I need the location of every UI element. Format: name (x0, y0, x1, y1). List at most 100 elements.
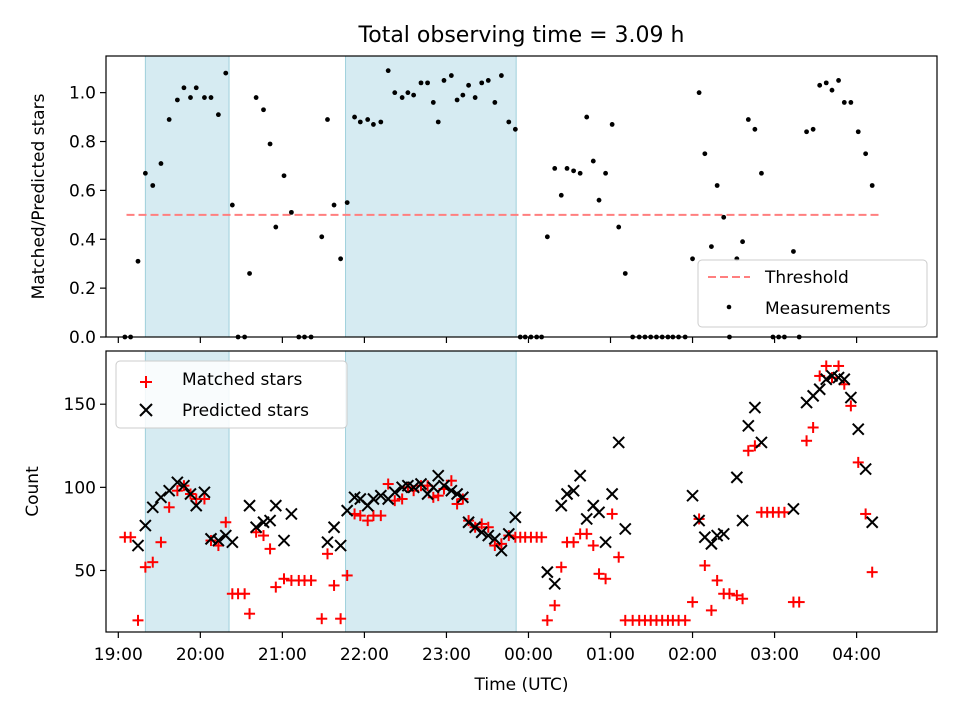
matched-stars-point-24 (278, 573, 290, 585)
matched-stars-point-35 (354, 510, 366, 522)
matched-stars-point-4 (139, 561, 151, 573)
predicted-stars-point-76 (787, 502, 800, 516)
predicted-stars-point-54 (555, 499, 568, 512)
measurements-point-6 (158, 161, 164, 166)
matched-stars-point-107 (807, 421, 819, 433)
predicted-stars-point-66 (692, 514, 706, 527)
measurements-point-33 (344, 200, 350, 206)
predicted-stars-point-65 (686, 489, 699, 502)
matched-stars-point-23 (270, 581, 282, 593)
measurements-point-89 (696, 90, 702, 96)
matched-stars-point-92 (711, 574, 723, 586)
measurements-point-107 (817, 82, 823, 88)
predicted-stars-point-83 (838, 373, 851, 386)
measurements-point-91 (709, 244, 714, 249)
matched-stars-point-57 (495, 538, 507, 550)
measurements-point-75 (609, 122, 615, 127)
matched-stars-point-69 (568, 536, 580, 548)
measurements-point-115 (869, 183, 875, 188)
matched-stars-point-65 (541, 614, 553, 626)
measurements-point-20 (253, 95, 259, 100)
matched-stars-point-114 (852, 456, 864, 468)
x-axis-label: Time (UTC) (474, 675, 569, 695)
measurements-point-111 (841, 100, 847, 105)
measurements-point-8 (174, 97, 180, 103)
predicted-stars-point-9 (190, 499, 203, 512)
matched-stars-point-55 (482, 521, 494, 533)
predicted-stars-point-86 (859, 462, 872, 476)
measurements-legend-label: Measurements (765, 299, 891, 319)
predicted-stars-point-12 (212, 534, 225, 547)
matched-stars-point-6 (155, 536, 167, 548)
ratio-legend-box (697, 259, 928, 328)
matched-stars-point-8 (171, 485, 183, 497)
predicted-stars-point-22 (321, 536, 334, 549)
measurements-point-113 (855, 129, 861, 135)
predicted-stars-point-21 (285, 507, 298, 521)
predicted-stars-point-40 (437, 479, 451, 492)
measurements-point-43 (411, 92, 417, 98)
measurements-point-19 (247, 271, 252, 276)
matched-stars-point-50 (451, 498, 463, 510)
matched-stars-point-18 (239, 588, 251, 600)
predicted-stars-point-60 (592, 506, 606, 519)
predicted-stars-point-51 (509, 511, 522, 524)
x-tick-label-7: 01:00 (586, 645, 635, 665)
matched-stars-point-76 (613, 551, 625, 563)
matched-stars-point-12 (198, 493, 210, 505)
measurements-point-40 (392, 90, 398, 96)
predicted-stars-point-7 (177, 479, 191, 492)
y-tick-label-1: 50 (74, 561, 96, 581)
observing-interval-1 (144, 55, 230, 338)
predicted-stars-point-11 (204, 532, 218, 546)
predicted-stars-point-10 (198, 486, 211, 499)
ratio-plot-frame (105, 55, 938, 338)
matched-legend-marker (140, 376, 152, 388)
predicted-stars-point-36 (414, 477, 428, 491)
predicted-stars-point-48 (488, 532, 502, 546)
predicted-stars-point-71 (730, 471, 744, 484)
measurements-point-103 (791, 249, 796, 254)
predicted-stars-point-84 (844, 391, 858, 404)
predicted-stars-point-38 (427, 481, 440, 494)
predicted-stars-point-85 (852, 422, 865, 436)
measurements-point-69 (571, 168, 576, 174)
matched-stars-point-3 (132, 614, 144, 626)
predicted-stars-point-19 (269, 499, 283, 512)
x-tick-label-10: 04:00 (832, 645, 881, 665)
measurements-point-58 (506, 119, 512, 125)
measurements-point-55 (485, 78, 491, 83)
matched-stars-point-7 (163, 501, 175, 513)
matched-stars-point-15 (220, 516, 232, 528)
measurements-point-68 (564, 166, 570, 171)
measurements-point-14 (215, 112, 221, 118)
matched-stars-point-2 (125, 531, 137, 543)
matched-stars-point-22 (264, 543, 276, 555)
predicted-stars-point-4 (154, 491, 168, 504)
measurements-point-108 (823, 80, 829, 86)
measurements-point-47 (435, 119, 441, 125)
predicted-stars-point-16 (249, 521, 263, 534)
predicted-stars-point-25 (340, 504, 354, 517)
predicted-stars-point-23 (327, 521, 341, 534)
matched-stars-point-97 (742, 445, 754, 457)
measurements-point-12 (202, 95, 207, 100)
measurements-point-114 (863, 151, 869, 157)
measurements-point-35 (357, 119, 363, 125)
measurements-point-105 (804, 129, 809, 135)
matched-stars-point-42 (402, 481, 414, 493)
predicted-stars-point-73 (742, 419, 755, 433)
measurements-point-39 (385, 68, 391, 74)
predicted-stars-point-61 (599, 536, 612, 549)
measurements-point-50 (454, 97, 460, 103)
measurements-point-54 (479, 80, 485, 86)
predicted-stars-point-70 (717, 527, 730, 541)
predicted-stars-point-63 (612, 436, 625, 449)
measurements-point-66 (552, 166, 558, 171)
matched-stars-point-73 (593, 568, 605, 580)
matched-stars-point-13 (205, 535, 217, 547)
predicted-stars-point-44 (462, 516, 475, 529)
measurements-point-15 (223, 70, 229, 76)
matched-stars-point-5 (147, 556, 159, 568)
y-tick-label-1: 0.0 (69, 328, 96, 348)
